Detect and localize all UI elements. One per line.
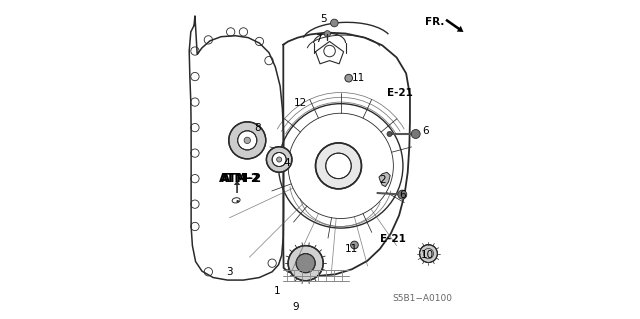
Circle shape	[228, 122, 266, 159]
FancyArrow shape	[445, 19, 463, 32]
Text: 5: 5	[320, 14, 326, 24]
Circle shape	[326, 153, 351, 179]
Circle shape	[345, 74, 353, 82]
Circle shape	[296, 254, 316, 273]
Circle shape	[420, 245, 437, 263]
Text: 3: 3	[226, 267, 232, 277]
Text: E-21: E-21	[387, 87, 413, 98]
Text: 10: 10	[421, 250, 435, 260]
Text: S5B1−A0100: S5B1−A0100	[392, 294, 452, 303]
Text: 9: 9	[292, 302, 300, 312]
Text: 2: 2	[379, 175, 385, 185]
Text: 4: 4	[283, 158, 290, 168]
Circle shape	[272, 152, 286, 167]
Circle shape	[316, 143, 362, 189]
Text: 12: 12	[294, 98, 307, 108]
Circle shape	[387, 131, 392, 137]
Circle shape	[244, 137, 250, 144]
Circle shape	[266, 147, 292, 172]
Text: E-21: E-21	[380, 234, 406, 244]
Circle shape	[412, 130, 420, 138]
Circle shape	[288, 246, 323, 281]
Text: ATM-2: ATM-2	[219, 172, 260, 185]
Text: 8: 8	[255, 122, 261, 133]
Text: 6: 6	[399, 189, 406, 200]
Circle shape	[236, 200, 239, 203]
Text: FR.: FR.	[425, 17, 444, 27]
Circle shape	[237, 131, 257, 150]
Text: ATM-2: ATM-2	[221, 172, 262, 185]
Circle shape	[351, 241, 358, 249]
Circle shape	[398, 190, 407, 199]
Text: 7: 7	[315, 34, 322, 44]
Circle shape	[330, 19, 338, 27]
Polygon shape	[379, 172, 390, 187]
Text: 11: 11	[351, 73, 365, 83]
Circle shape	[276, 157, 282, 162]
Text: 1: 1	[274, 286, 280, 296]
Text: 6: 6	[422, 126, 429, 136]
FancyArrow shape	[234, 181, 240, 193]
Text: 11: 11	[345, 244, 358, 254]
Circle shape	[324, 31, 330, 37]
